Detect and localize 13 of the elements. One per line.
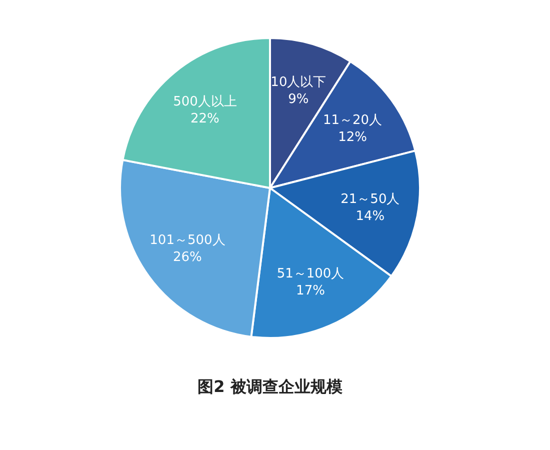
text: 图2 被调查企业规模 (198, 377, 342, 396)
slice-label: 21～50人 (340, 192, 400, 208)
data-label: 22% (190, 111, 220, 126)
slice-label: 10人以下 (270, 75, 326, 90)
slice-label: 101～500人 (150, 232, 226, 248)
slice-label: 500人以上 (173, 94, 237, 110)
data-label: 14% (356, 209, 385, 224)
slice-label: 11～20人 (322, 113, 382, 128)
data-label: 26% (173, 250, 202, 265)
data-label: 17% (296, 284, 325, 299)
data-label: 9% (288, 92, 309, 108)
data-label: 12% (338, 130, 367, 146)
slice-label: 51～100人 (276, 266, 344, 282)
